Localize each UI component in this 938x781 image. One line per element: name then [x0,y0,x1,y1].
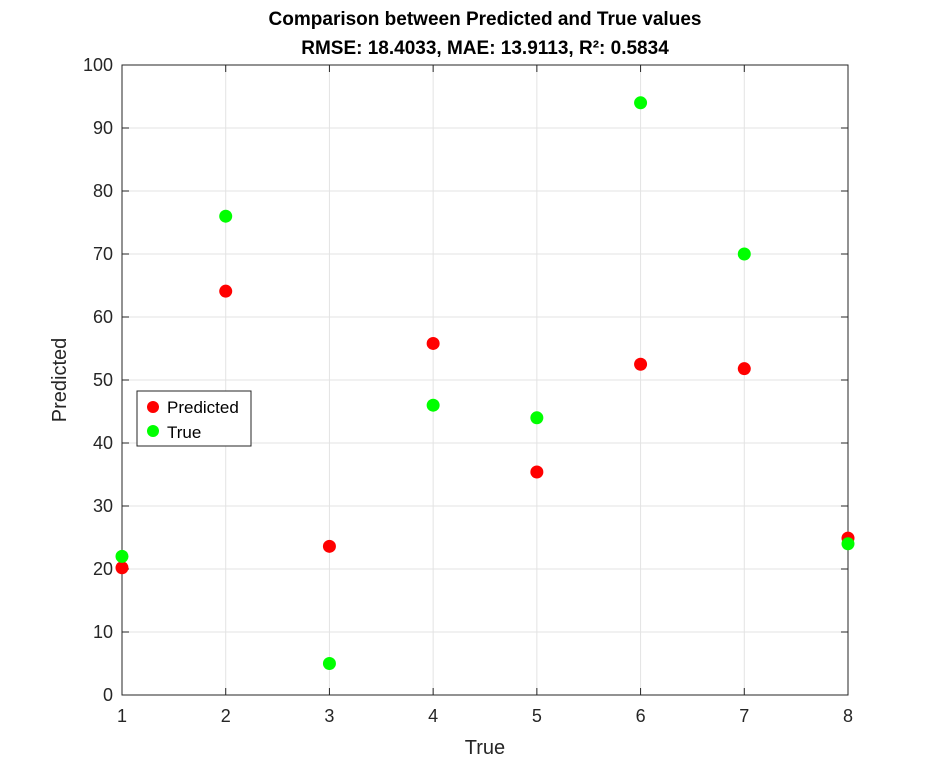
chart-title: Comparison between Predicted and True va… [269,9,702,30]
point-predicted [115,561,129,575]
y-tick-label: 40 [93,433,113,453]
chart-subtitle: RMSE: 18.4033, MAE: 13.9113, R²: 0.5834 [301,38,669,59]
point-true [219,209,233,223]
legend-box [136,390,252,447]
point-predicted [634,357,648,371]
point-true [322,657,336,670]
y-tick-label: 10 [93,622,113,642]
y-tick-label: 70 [93,244,113,264]
legend-label-predicted: Predicted [167,398,239,417]
point-predicted [322,539,336,553]
x-tick-label: 1 [117,706,127,726]
y-tick-label: 80 [93,181,113,201]
point-predicted [426,336,440,350]
legend-marker-predicted [147,401,159,413]
legend-label-true: True [167,423,201,442]
y-tick-label: 0 [103,685,113,705]
point-true [426,398,440,412]
x-tick-label: 8 [843,706,853,726]
x-tick-label: 6 [636,706,646,726]
point-true [115,549,129,563]
x-tick-label: 2 [221,706,231,726]
x-tick-label: 7 [739,706,749,726]
point-predicted [530,465,544,479]
y-tick-label: 20 [93,559,113,579]
point-predicted [737,362,751,376]
point-true [737,247,751,261]
y-tick-label: 90 [93,118,113,138]
y-tick-label: 50 [93,370,113,390]
legend: Predicted True [136,390,252,447]
data-points [115,96,855,670]
point-true [841,537,855,551]
x-tick-label: 4 [428,706,438,726]
series-predicted [115,284,855,575]
x-tick-label: 5 [532,706,542,726]
x-tick-label: 3 [324,706,334,726]
point-predicted [219,284,233,298]
series-true [115,96,855,670]
y-tick-label: 30 [93,496,113,516]
point-true [530,411,544,425]
x-axis-label: True [465,737,505,759]
grid-lines [121,64,849,696]
point-true [634,96,648,110]
y-tick-label: 60 [93,307,113,327]
legend-marker-true [147,425,159,437]
y-tick-label: 100 [83,55,113,75]
y-axis-label: Predicted [49,338,71,423]
